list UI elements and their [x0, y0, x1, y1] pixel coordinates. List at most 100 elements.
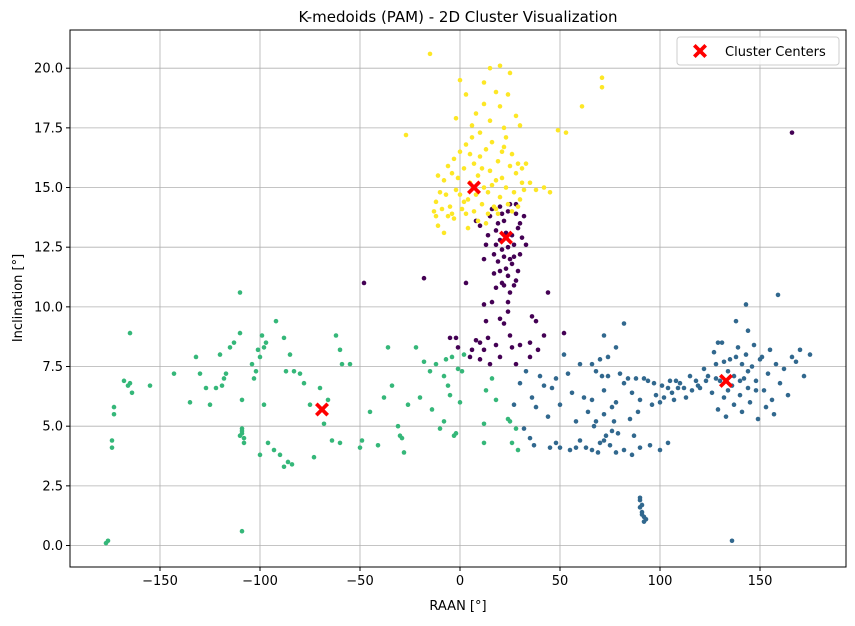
data-point — [721, 359, 727, 365]
data-point — [637, 495, 643, 501]
data-point — [523, 368, 529, 374]
data-point — [531, 442, 537, 448]
data-point — [375, 442, 381, 448]
data-point — [255, 347, 261, 353]
data-point — [605, 373, 611, 379]
data-point — [455, 366, 461, 372]
x-axis-ticks: −150 −100 −50 0 50 100 150 — [142, 567, 772, 589]
data-point — [421, 275, 427, 281]
y-axis-label: Inclination [°] — [11, 254, 26, 342]
x-tick-label: −50 — [346, 574, 373, 589]
data-point — [731, 402, 737, 408]
data-point — [421, 359, 427, 365]
data-point — [445, 163, 451, 169]
data-point — [673, 378, 679, 384]
data-point — [545, 290, 551, 295]
data-point — [601, 388, 607, 393]
data-point — [659, 383, 665, 388]
legend-box — [676, 36, 840, 66]
data-point — [475, 173, 481, 178]
data-point — [469, 135, 475, 140]
data-point — [253, 368, 259, 374]
data-point — [447, 392, 453, 398]
data-point — [487, 361, 493, 367]
data-point — [703, 378, 709, 384]
data-point — [171, 371, 177, 376]
data-point — [485, 232, 491, 238]
data-point — [451, 216, 457, 221]
data-point — [477, 357, 483, 362]
y-tick-label: 2.5 — [42, 479, 63, 494]
data-point — [401, 450, 407, 455]
data-point — [563, 130, 569, 135]
data-point — [731, 373, 737, 379]
data-point — [629, 452, 635, 458]
data-point — [491, 271, 497, 276]
data-point — [239, 528, 245, 534]
data-point — [511, 189, 517, 195]
cluster-2 — [103, 290, 521, 546]
data-point — [507, 256, 513, 262]
data-point — [579, 104, 585, 109]
data-point — [517, 252, 523, 257]
y-axis-ticks: 0.0 2.5 5.0 7.5 10.0 12.5 15.0 17.5 20.0 — [34, 62, 70, 554]
data-point — [513, 113, 519, 119]
data-point — [765, 371, 771, 376]
data-point — [497, 268, 503, 274]
data-point — [503, 135, 509, 140]
data-point — [475, 218, 481, 224]
data-point — [603, 433, 609, 439]
data-point — [435, 223, 441, 229]
data-point — [329, 438, 335, 443]
data-point — [505, 244, 511, 250]
data-point — [481, 440, 487, 446]
data-point — [367, 409, 373, 415]
data-point — [221, 376, 227, 381]
data-point — [557, 445, 563, 450]
data-point — [513, 170, 519, 176]
data-point — [605, 354, 611, 360]
data-point — [283, 368, 289, 374]
data-point — [631, 433, 637, 439]
data-point — [311, 454, 317, 460]
data-point — [483, 318, 489, 324]
data-point — [521, 426, 527, 431]
data-point — [207, 402, 213, 408]
data-point — [513, 211, 519, 217]
data-point — [585, 409, 591, 415]
data-point — [463, 92, 469, 97]
data-point — [675, 385, 681, 391]
data-point — [257, 354, 263, 360]
data-point — [649, 402, 655, 408]
legend-center-symbol — [693, 44, 707, 58]
y-tick-label: 12.5 — [34, 241, 63, 256]
data-point — [745, 328, 751, 334]
x-tick-label: 150 — [748, 574, 773, 589]
data-point — [429, 407, 435, 412]
data-point — [511, 242, 517, 248]
data-point — [807, 352, 813, 357]
data-point — [457, 149, 463, 155]
data-point — [105, 538, 111, 544]
data-point — [121, 378, 127, 384]
data-point — [447, 204, 453, 209]
data-point — [265, 440, 271, 446]
data-point — [597, 357, 603, 362]
data-point — [187, 400, 193, 405]
data-point — [339, 361, 345, 367]
data-point — [781, 366, 787, 372]
data-point — [643, 516, 649, 522]
data-point — [771, 411, 777, 417]
data-point — [109, 438, 115, 443]
data-point — [427, 51, 433, 57]
data-point — [239, 428, 245, 434]
data-point — [753, 388, 759, 393]
data-point — [577, 438, 583, 443]
data-point — [483, 147, 489, 152]
data-point — [777, 380, 783, 386]
data-point — [443, 192, 449, 197]
data-point — [701, 366, 707, 372]
data-point — [325, 397, 331, 403]
data-point — [485, 335, 491, 341]
data-point — [495, 211, 501, 217]
